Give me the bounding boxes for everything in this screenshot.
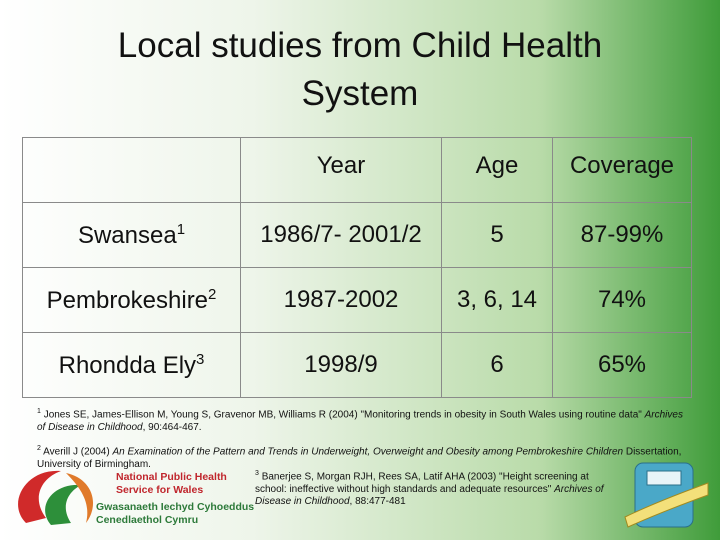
footnote-text: Dissertation, University of Birmingham. <box>37 446 682 470</box>
row-label: Swansea1 <box>22 202 241 268</box>
logo-text: Service for Wales <box>116 484 204 496</box>
footnote: 3 Banerjee S, Morgan RJH, Rees SA, Latif… <box>255 468 615 509</box>
footnote-text: Jones SE, James-Ellison M, Young S, Grav… <box>43 409 642 421</box>
footnote-text: Banerjee S, Morgan RJH, Rees SA, Latif A… <box>255 471 589 495</box>
row-name: Swansea <box>77 221 177 249</box>
row-ref: 2 <box>208 285 217 303</box>
table-cell: 3, 6, 14 <box>441 267 553 333</box>
table-cell: 65% <box>552 332 692 398</box>
table-cell: 1986/7- 2001/2 <box>240 202 442 268</box>
table-row: Rhondda Ely3 1998/9 6 65% <box>22 332 692 398</box>
table-cell: 74% <box>552 267 692 333</box>
row-ref: 1 <box>176 220 186 238</box>
footnote-italic: Archives of Disease in Childhood <box>255 483 604 508</box>
footnote-text: Averill J (2004) <box>43 446 110 458</box>
header-row: Year Age Coverage <box>22 137 692 203</box>
footnote: 2 Averill J (2004) An Examination of the… <box>37 443 687 471</box>
footnote-ref: 3 <box>255 470 259 477</box>
footnote-ref: 2 <box>37 445 41 452</box>
table-cell: 6 <box>441 332 553 398</box>
footnote-text: , 90:464-467. <box>142 421 202 433</box>
row-label: Pembrokeshire2 <box>22 267 241 333</box>
footnote-text: , 88:477-481 <box>349 496 406 508</box>
row-label: Rhondda Ely3 <box>22 332 241 398</box>
row-name: Pembrokeshire <box>46 286 209 314</box>
row-ref: 3 <box>196 350 205 368</box>
scale-icon <box>624 462 709 528</box>
row-name: Rhondda Ely <box>58 351 197 379</box>
slide-title: Local studies from Child Health System <box>117 26 603 113</box>
column-header: Year <box>240 137 442 203</box>
table-cell: 87-99% <box>552 202 692 268</box>
table-row: Pembrokeshire2 1987-2002 3, 6, 14 74% <box>22 267 692 333</box>
studies-table: Year Age Coverage Swansea1 1986/7- 2001/2… <box>22 137 692 398</box>
table-row: Swansea1 1986/7- 2001/2 5 87-99% <box>22 202 692 268</box>
footnote-italic: An Examination of the Pattern and Trends… <box>112 446 624 458</box>
table-cell: 5 <box>441 202 553 268</box>
logo: National Public Health Service for Wales… <box>6 463 256 533</box>
table-cell: 1987-2002 <box>240 267 442 333</box>
logo-text: National Public Health <box>116 471 227 483</box>
footnote-ref: 1 <box>37 408 41 415</box>
footnote-italic: Archives of Disease in Childhood <box>37 409 683 433</box>
empty-cell <box>22 137 241 203</box>
logo-text: Gwasanaeth Iechyd Cyhoeddus <box>96 501 255 513</box>
footnote: 1 Jones SE, James-Ellison M, Young S, Gr… <box>37 406 687 434</box>
table-cell: 1998/9 <box>240 332 442 398</box>
column-header: Coverage <box>552 137 692 203</box>
logo-text: Cenedlaethol Cymru <box>96 514 199 526</box>
logo-emblem <box>18 470 94 525</box>
column-header: Age <box>441 137 553 203</box>
